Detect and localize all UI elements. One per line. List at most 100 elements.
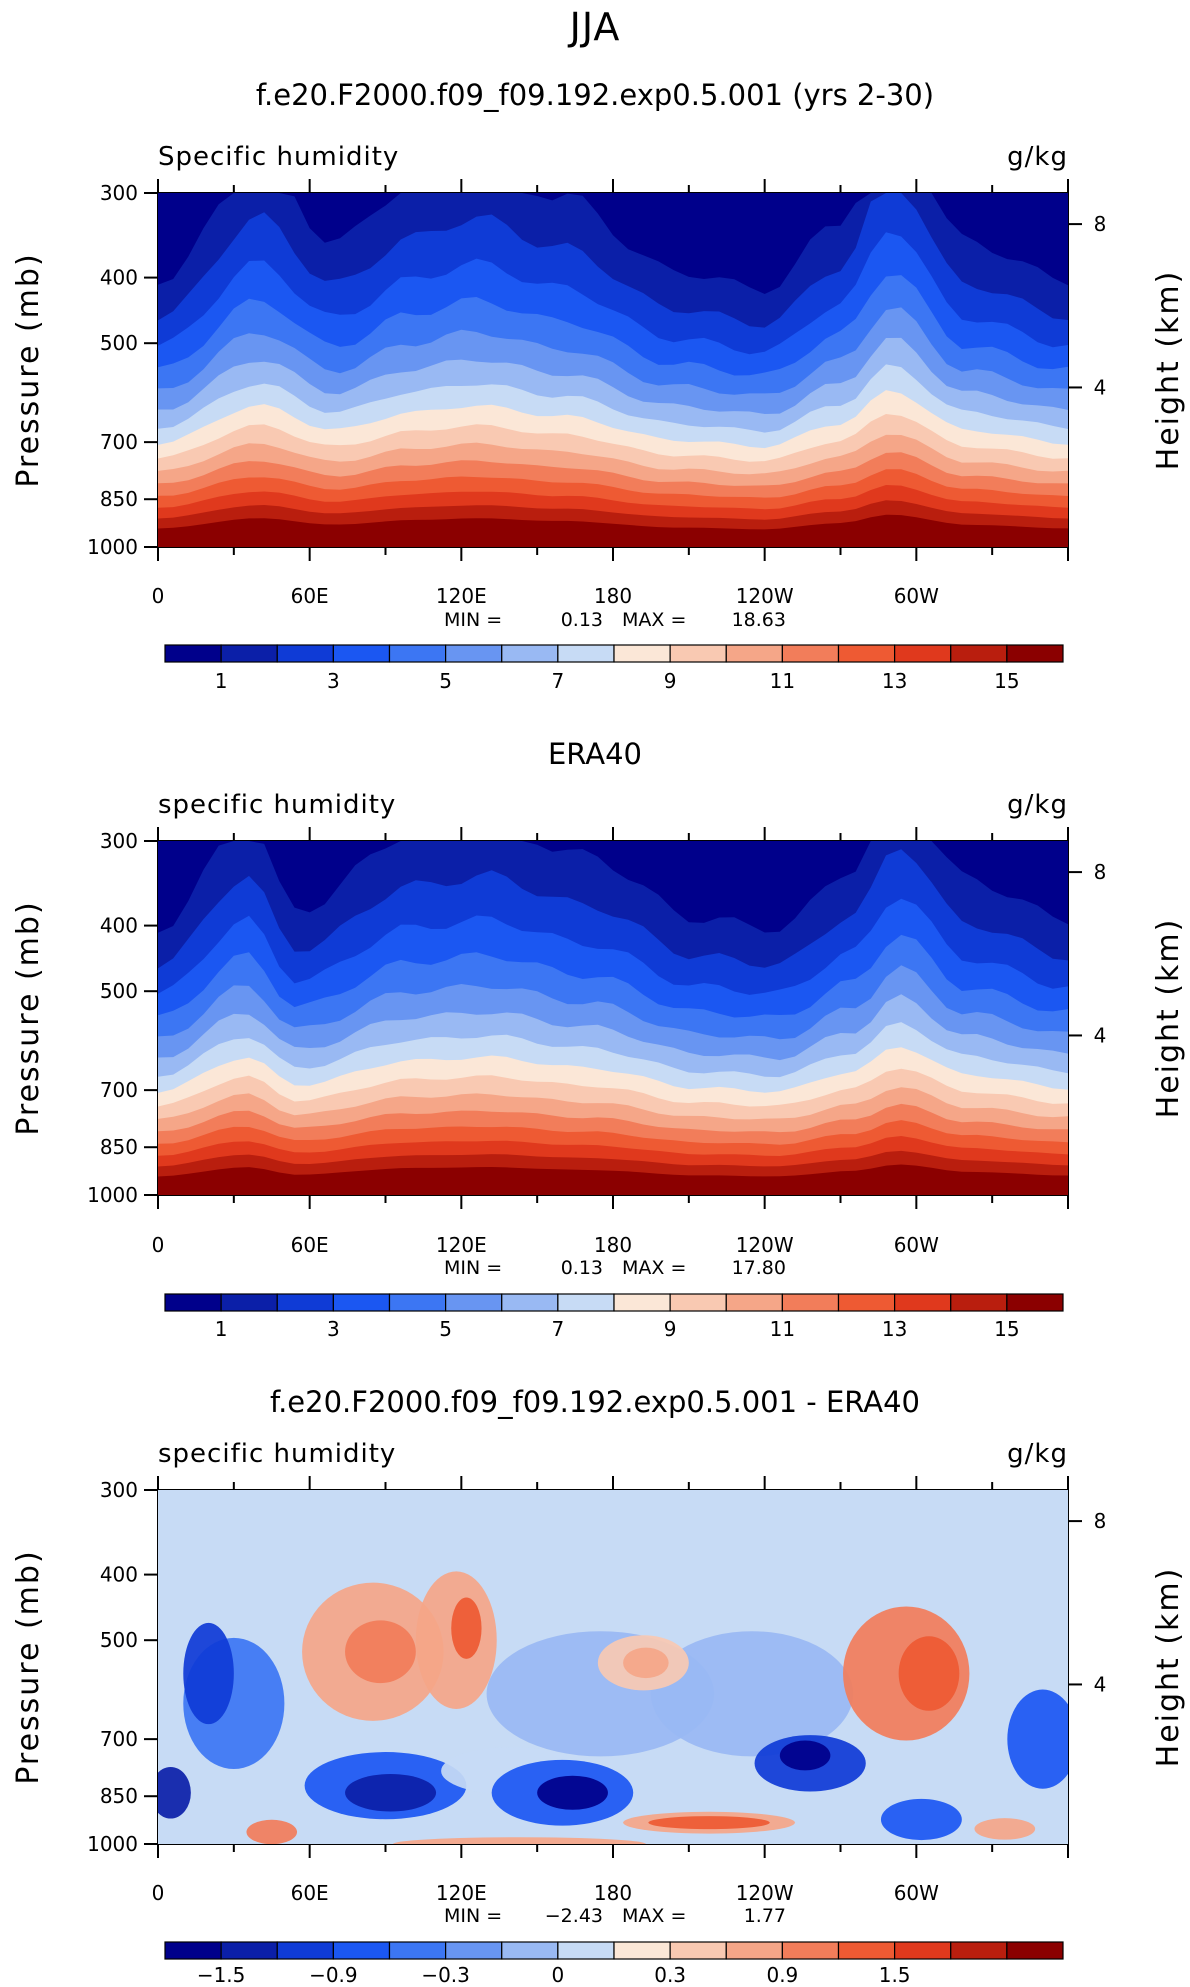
colorbar-label: 7 (552, 669, 565, 693)
colorbar-swatch (557, 644, 615, 663)
x-tick-label: 60W (894, 1233, 939, 1257)
colorbar-label: 0 (552, 1963, 565, 1987)
anomaly-contour (1007, 1689, 1068, 1789)
colorbar-swatch (501, 1293, 559, 1312)
y-tick-label: 300 (100, 181, 138, 205)
y-axis-title: Pressure (mb) (11, 1549, 46, 1784)
y-tick-label: 1000 (87, 1832, 138, 1856)
x-tick-label: 60E (291, 584, 329, 608)
colorbar-swatch (613, 644, 671, 663)
units-label: g/kg (1007, 142, 1068, 172)
colorbar-swatch (220, 1941, 278, 1960)
colorbar-label: 13 (882, 1317, 907, 1341)
colorbar-swatch (781, 1293, 840, 1312)
colorbar-label: −0.9 (309, 1963, 358, 1987)
colorbar-swatch (332, 644, 391, 663)
field-label: specific humidity (158, 790, 396, 820)
min-label: MIN = (444, 1905, 502, 1927)
colorbar-label: −0.3 (421, 1963, 470, 1987)
y-tick-label: 500 (100, 979, 138, 1003)
min-label: MIN = (444, 609, 502, 631)
x-tick-label: 0 (152, 1881, 165, 1905)
anomaly-contour (623, 1647, 669, 1679)
colorbar-label: 9 (664, 669, 677, 693)
colorbar-swatch (164, 1293, 222, 1312)
colorbar-swatch (725, 644, 783, 663)
panel-title: f.e20.F2000.f09_f09.192.exp0.5.001 (yrs … (256, 78, 934, 112)
anomaly-contour (648, 1816, 770, 1830)
contour-band (158, 514, 1068, 547)
colorbar-label: 15 (994, 669, 1019, 693)
x-tick-label: 60E (291, 1233, 329, 1257)
y2-axis-title: Height (km) (1151, 918, 1186, 1119)
x-tick-label: 120E (436, 1233, 487, 1257)
colorbar-swatch (445, 1293, 503, 1312)
colorbar-label: 9 (664, 1317, 677, 1341)
colorbar-label: 11 (770, 1317, 795, 1341)
units-label: g/kg (1007, 790, 1068, 820)
height-tick-label: 4 (1094, 1023, 1107, 1047)
anomaly-contour (898, 1636, 960, 1711)
min-value: −2.43 (545, 1905, 603, 1927)
anomaly-contour (158, 1766, 191, 1819)
colorbar-swatch (894, 644, 952, 663)
field-label: specific humidity (158, 1439, 396, 1469)
colorbar-swatch (669, 644, 727, 663)
colorbar-swatch (164, 1941, 222, 1960)
colorbar-swatch (332, 1941, 391, 1960)
x-tick-label: 180 (594, 584, 632, 608)
colorbar-label: 0.3 (654, 1963, 686, 1987)
height-tick-label: 4 (1094, 1672, 1107, 1696)
height-tick-label: 8 (1094, 860, 1107, 884)
max-label: MAX = (622, 1257, 686, 1279)
colorbar-swatch (388, 1293, 447, 1312)
y-tick-label: 400 (100, 1563, 138, 1587)
y-tick-label: 700 (100, 430, 138, 454)
colorbar-label: 3 (327, 669, 340, 693)
colorbar-label: 5 (439, 1317, 452, 1341)
colorbar-label: 5 (439, 669, 452, 693)
colorbar-swatch (557, 1293, 615, 1312)
x-tick-label: 60E (291, 1881, 329, 1905)
colorbar-swatch (1006, 1941, 1064, 1960)
min-value: 0.13 (561, 609, 603, 631)
y-tick-label: 850 (100, 487, 138, 511)
x-tick-label: 120W (736, 1881, 794, 1905)
colorbar-swatch (613, 1293, 671, 1312)
colorbar-swatch (445, 644, 503, 663)
x-tick-label: 120W (736, 584, 794, 608)
colorbar-swatch (220, 644, 278, 663)
colorbar-label: 15 (994, 1317, 1019, 1341)
colorbar-swatch (725, 1941, 783, 1960)
y-tick-label: 850 (100, 1784, 138, 1808)
anomaly-contour (246, 1819, 298, 1844)
colorbar-swatch (164, 644, 222, 663)
y2-axis-title: Height (km) (1151, 270, 1186, 471)
x-tick-label: 180 (594, 1881, 632, 1905)
y-tick-label: 1000 (87, 1183, 138, 1207)
y-tick-label: 300 (100, 829, 138, 853)
max-value: 1.77 (744, 1905, 786, 1927)
anomaly-contour (183, 1622, 234, 1725)
x-tick-label: 120W (736, 1233, 794, 1257)
colorbar-swatch (894, 1941, 952, 1960)
colorbar-label: 13 (882, 669, 907, 693)
colorbar-swatch (837, 1941, 896, 1960)
x-tick-label: 60W (894, 1881, 939, 1905)
panel-title: ERA40 (548, 737, 642, 771)
field-contours (158, 193, 1068, 547)
colorbar-swatch (837, 644, 896, 663)
field-contours (158, 841, 1068, 1195)
anomaly-contour (393, 1837, 646, 1844)
height-tick-label: 8 (1094, 212, 1107, 236)
anomaly-contour (537, 1775, 608, 1810)
colorbar-swatch (1006, 1293, 1064, 1312)
colorbar-swatch (1006, 644, 1064, 663)
colorbar-swatch (501, 644, 559, 663)
y-axis-title: Pressure (mb) (11, 252, 46, 487)
colorbar-label: 0.9 (766, 1963, 798, 1987)
colorbar-swatch (388, 1941, 447, 1960)
colorbar-swatch (950, 1293, 1008, 1312)
